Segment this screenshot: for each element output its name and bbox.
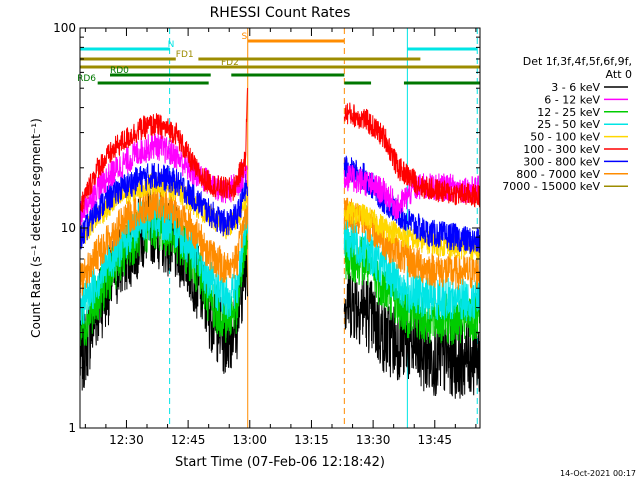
x-axis-label: Start Time (07-Feb-06 12:18:42) — [175, 455, 385, 470]
legend-header-line-1: Det 1f,3f,4f,5f,6f,9f, — [523, 55, 632, 68]
legend-entry-3-6-kev: 3 - 6 keV — [551, 81, 600, 94]
series-100-300-kev — [79, 87, 481, 214]
series-300-800-kev — [79, 155, 481, 254]
flag-label-rd0: RD0 — [110, 66, 129, 76]
legend-header-line-2: Att 0 — [606, 68, 632, 81]
x-tick-label-13-15: 13:15 — [294, 433, 329, 447]
legend-entry-7000-15000-kev: 7000 - 15000 keV — [502, 180, 600, 193]
legend-entry-300-800-kev: 300 - 800 keV — [523, 155, 600, 168]
legend-entry-12-25-kev: 12 - 25 keV — [537, 106, 600, 119]
y-tick-label-100: 100 — [53, 21, 76, 35]
x-tick-label-13-30: 13:30 — [356, 433, 391, 447]
flag-label-rd6: RD6 — [77, 74, 96, 84]
x-tick-label-12-30: 12:30 — [109, 433, 144, 447]
x-tick-label-13-45: 13:45 — [417, 433, 452, 447]
x-tick-label-12-45: 12:45 — [171, 433, 206, 447]
legend-entry-800-7000-kev: 800 - 7000 keV — [516, 168, 600, 181]
footer-timestamp: 14-Oct-2021 00:17 — [560, 469, 636, 478]
legend-entry-100-300-kev: 100 - 300 keV — [523, 143, 600, 156]
flag-label-n: N — [168, 40, 175, 50]
chart-title: RHESSI Count Rates — [210, 5, 351, 21]
flag-label-s: S — [242, 32, 248, 42]
x-tick-label-13-00: 13:00 — [232, 433, 267, 447]
legend-entry-6-12-kev: 6 - 12 keV — [544, 93, 600, 106]
y-axis-label: Count Rate (s⁻¹ detector segment⁻¹) — [29, 118, 43, 338]
legend-entry-50-100-kev: 50 - 100 keV — [530, 131, 600, 144]
flag-label-fd1: FD1 — [176, 50, 194, 60]
y-tick-label-1: 1 — [68, 421, 76, 435]
legend-entry-25-50-kev: 25 - 50 keV — [537, 118, 600, 131]
legend: Det 1f,3f,4f,5f,6f,9f, Att 0 3 - 6 keV6 … — [502, 55, 632, 193]
flag-label-fd2: FD2 — [221, 58, 239, 68]
y-tick-label-10: 10 — [61, 221, 76, 235]
